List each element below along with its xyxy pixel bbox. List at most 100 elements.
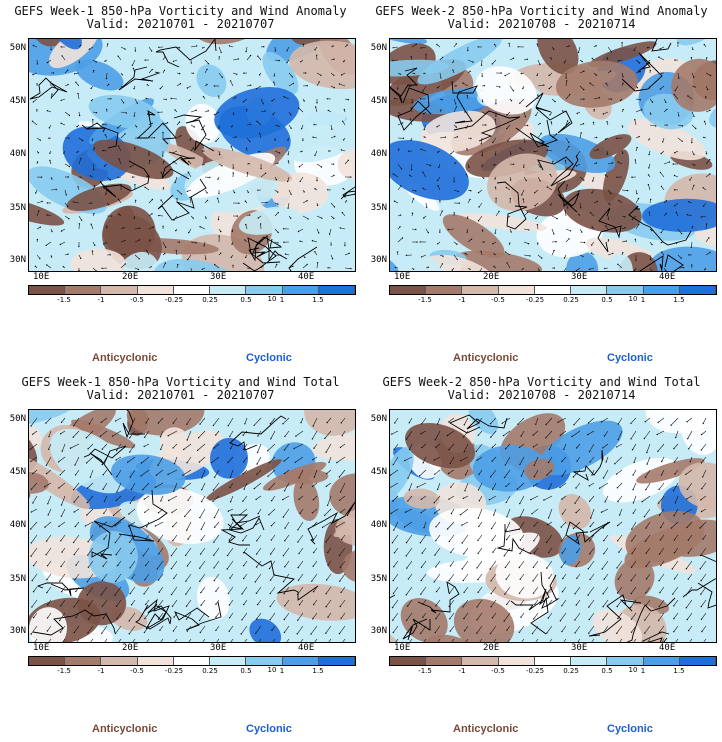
wind-vector-head [392,47,394,49]
wind-vector-head [232,264,234,267]
wind-vector-head [128,525,130,527]
wind-vector-head [534,205,536,207]
wind-vector-head [504,448,507,450]
wind-vector-head [81,139,84,142]
wind-vector-head [342,120,344,123]
wind-vector-head [262,103,264,105]
wind-vector-head [162,131,164,134]
wind-vector [658,495,665,504]
wind-vector-head [659,88,661,90]
vorticity-field [390,39,716,271]
wind-vector-head [687,95,689,97]
wind-vector [506,508,511,517]
coastline [510,571,550,611]
wind-vector-head [86,594,88,596]
wind-vector-head [178,241,181,243]
wind-vector [462,82,469,87]
wind-vector-head [45,540,48,542]
wind-vector [201,521,206,530]
wind-vector [144,508,150,513]
wind-vector-head [87,541,89,543]
wind-vector-head [48,448,50,450]
wind-vector-head [99,435,102,437]
wind-vector-head [685,594,687,596]
wind-vector-head [316,102,318,104]
wind-vector-head [335,526,338,528]
wind-vector-head [472,61,474,63]
vorticity-region [185,103,221,144]
wind-vector-head [602,619,604,621]
wind-vector [463,495,469,499]
wind-vector-head [143,631,146,634]
wind-vector-head [506,128,508,130]
wind-vector-head [339,491,342,493]
wind-vector [85,521,94,527]
wind-vector-head [612,252,614,255]
wind-vector-head [267,475,269,477]
wind-vector-head [647,174,650,176]
wind-vector [631,560,637,568]
wind-vector-head [707,88,709,91]
wind-vector [592,176,595,182]
wind-vector-head [630,631,633,633]
wind-vector-head [341,538,343,541]
wind-vector-head [326,98,329,100]
wind-vector-head [235,96,237,98]
wind-vector-head [561,630,563,633]
wind-vector-head [230,256,232,258]
wind-vector-head [463,424,465,426]
wind-vector-head [617,263,619,265]
colorbar-swatch [679,286,716,294]
wind-vector-head [673,447,675,450]
wind-vector-head [440,109,442,111]
wind-vector-head [256,540,258,542]
wind-vector-head [429,164,432,167]
wind-vector-head [535,217,537,220]
wind-vector [576,547,581,553]
wind-vector-head [505,538,508,541]
wind-vector [87,495,94,503]
wind-vector-head [338,476,340,478]
wind-vector [298,547,304,554]
wind-vector-head [405,541,408,544]
wind-vector-head [608,203,611,205]
wind-vector [286,46,290,51]
wind-vector-head [296,633,298,635]
wind-vector-head [122,102,125,104]
wind-vector [89,417,94,425]
wind-vector-head [95,270,98,271]
wind-vector-head [187,171,189,173]
wind-vector-head [449,618,451,620]
wind-vector-head [576,577,578,579]
longitude-label: 30E [210,272,227,282]
wind-vector [240,521,248,527]
wind-vector-head [418,475,421,477]
wind-vector-head [283,490,286,492]
wind-vector-head [609,70,612,72]
wind-vector-head [441,98,443,101]
wind-vector-head [673,617,675,620]
wind-vector-head [332,163,335,165]
wind-vector-head [158,591,160,593]
wind-vector-head [156,568,158,570]
latitude-label: 50N [9,43,26,53]
wind-vector [129,443,136,453]
wind-vector [520,599,525,606]
wind-vector [560,521,567,528]
wind-vector [230,443,234,449]
wind-vector-head [567,207,569,209]
wind-vector [288,83,294,87]
wind-vector-head [393,200,396,202]
wind-vector-head [88,48,90,50]
wind-vector [60,534,66,541]
latitude-label: 40N [9,520,26,530]
wind-vector [701,508,707,512]
wind-vector [102,573,108,581]
wind-vector-head [688,448,690,450]
wind-vector-head [467,49,469,52]
longitude-label: 30E [571,272,588,282]
wind-vector [316,228,319,234]
wind-vector-head [331,258,334,260]
wind-vector-head [685,473,687,476]
wind-vector-head [464,474,467,476]
